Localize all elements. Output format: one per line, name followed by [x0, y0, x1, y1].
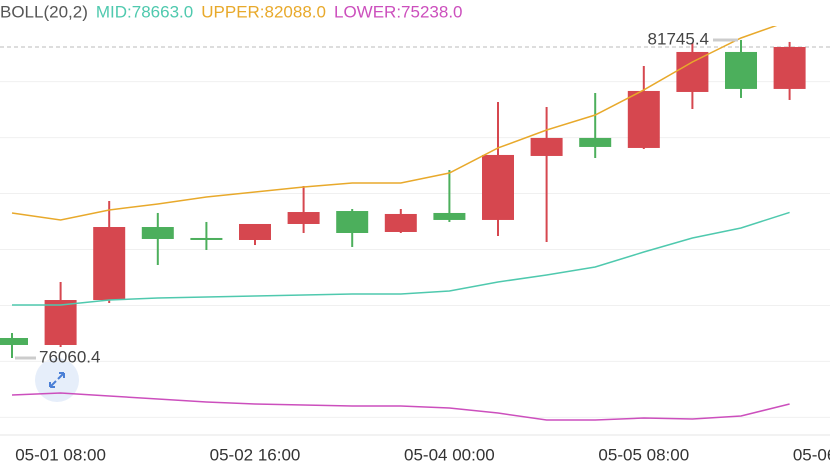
- candle-body: [336, 211, 369, 233]
- candle-body: [141, 227, 174, 239]
- boll-line: [12, 211, 790, 306]
- zoom-icon: [49, 372, 65, 388]
- legend-entry: MID:78663.0: [96, 2, 193, 21]
- x-tick-label: 05-05 08:00: [598, 445, 689, 464]
- candle-body: [44, 300, 77, 345]
- legend-entry: LOWER:75238.0: [334, 2, 463, 21]
- x-tick-label: 05-04 00:00: [404, 445, 495, 464]
- legend-entry: UPPER:82088.0: [201, 2, 326, 21]
- max-label: 81745.4: [648, 29, 709, 48]
- boll-line: [11, 20, 790, 221]
- zoom-button[interactable]: [35, 358, 79, 402]
- candle-body: [482, 154, 514, 220]
- candle-body: [190, 237, 223, 240]
- boll-line: [11, 392, 790, 421]
- candle-body: [384, 213, 417, 232]
- indicator-label: BOLL(20,2): [0, 2, 88, 21]
- x-tick-label: 05-01 08:00: [15, 445, 106, 464]
- candle-body: [579, 137, 612, 147]
- candle-body: [530, 137, 563, 156]
- candle-body: [773, 46, 806, 89]
- x-tick-label: 05-06 16:00: [793, 445, 830, 464]
- candle-body: [93, 227, 126, 301]
- x-tick-label: 05-02 16:00: [210, 445, 301, 464]
- candle-body: [676, 51, 709, 92]
- candle-body: [433, 212, 466, 220]
- candle-body: [287, 212, 320, 224]
- legend-bg: [0, 0, 830, 26]
- candle-body: [725, 51, 757, 89]
- min-label: 76060.4: [39, 347, 100, 366]
- candle-body: [239, 223, 271, 240]
- candle-body: [627, 90, 660, 148]
- candle-body: [0, 337, 28, 345]
